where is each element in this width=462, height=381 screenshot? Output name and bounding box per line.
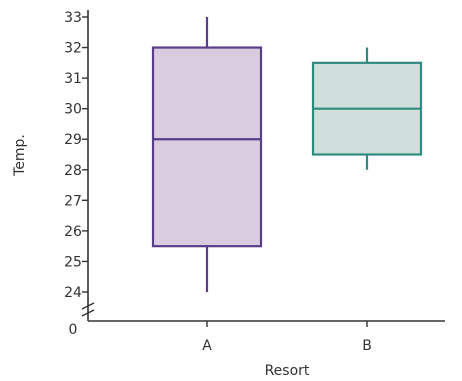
x-tick-label: B: [362, 338, 372, 354]
box-A: [151, 17, 263, 292]
x-axis-title: Resort: [265, 363, 310, 379]
y-tick-label: 28: [64, 163, 82, 179]
y-tick-label: 27: [64, 193, 82, 209]
y-tick-label: 30: [64, 102, 82, 118]
x-tick-label: A: [202, 338, 212, 354]
box-body: [151, 46, 263, 248]
y-tick-label: 31: [64, 71, 82, 87]
y-tick-label: 26: [64, 224, 82, 240]
y-tick-label: 32: [64, 41, 82, 57]
y-axis-break-mark: [81, 302, 95, 317]
plot-area: [151, 17, 423, 292]
axis-origin-label: 0: [69, 322, 78, 338]
y-tick-label: 33: [64, 10, 82, 26]
y-tick-label: 29: [64, 132, 82, 148]
y-axis-title: Temp.: [12, 134, 28, 177]
y-tick-label: 24: [64, 285, 82, 301]
y-tick-label: 25: [64, 254, 82, 270]
box-B: [311, 47, 423, 170]
